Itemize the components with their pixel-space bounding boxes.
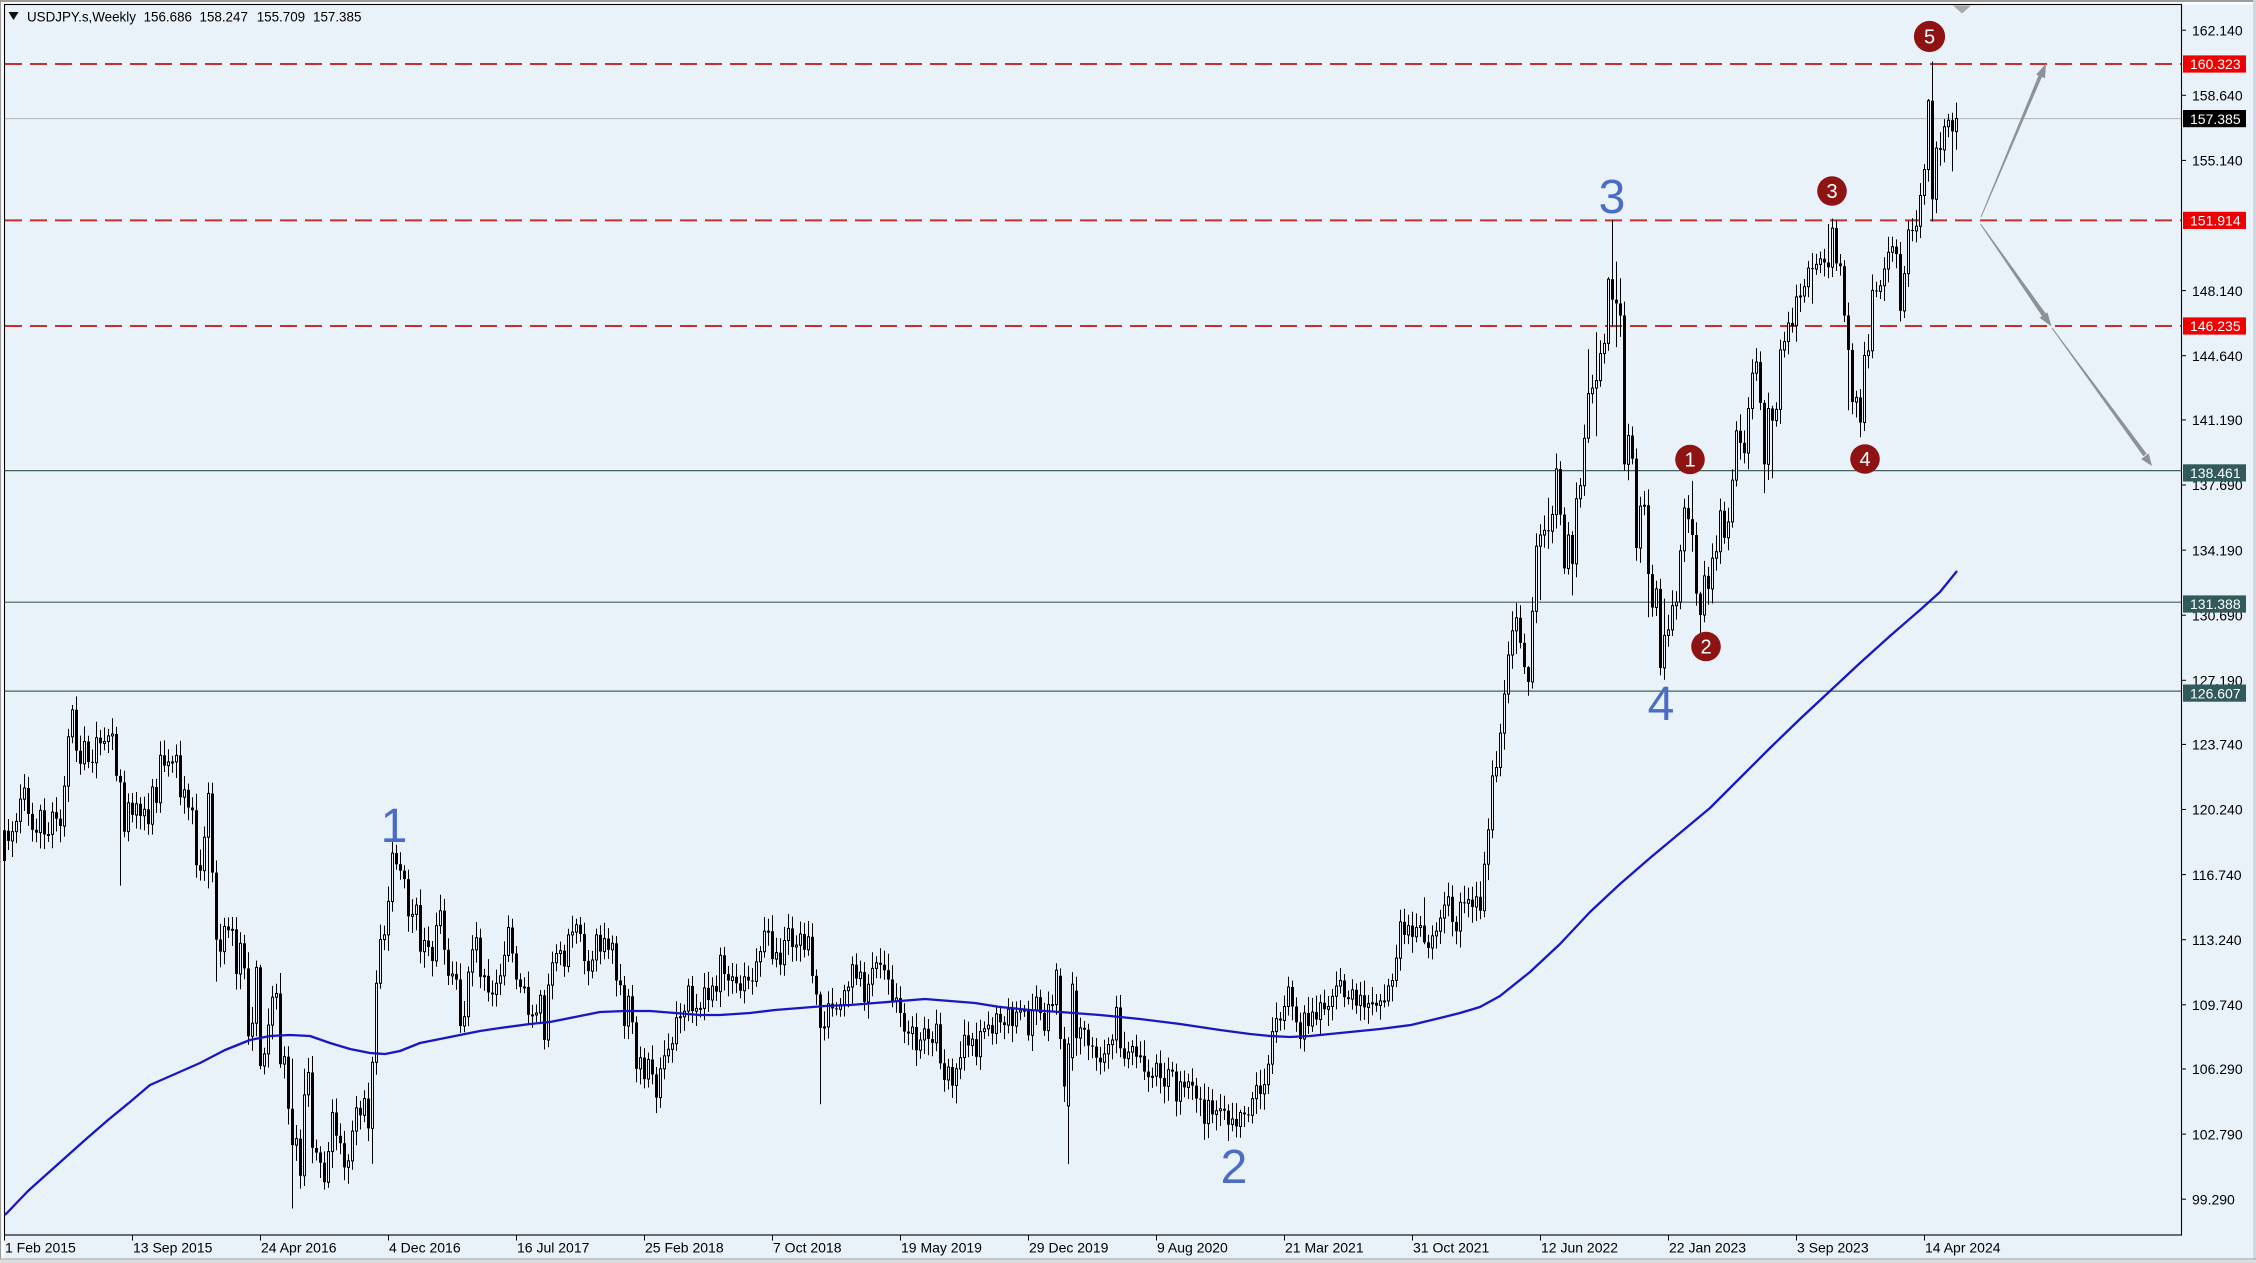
svg-text:131.388: 131.388 (2190, 596, 2241, 612)
svg-text:22 Jan 2023: 22 Jan 2023 (1669, 1240, 1746, 1256)
svg-text:25 Feb 2018: 25 Feb 2018 (645, 1240, 724, 1256)
svg-text:13 Sep 2015: 13 Sep 2015 (133, 1240, 213, 1256)
svg-text:141.190: 141.190 (2192, 412, 2243, 428)
svg-text:3 Sep 2023: 3 Sep 2023 (1797, 1240, 1869, 1256)
svg-text:155.709: 155.709 (257, 9, 305, 24)
svg-text:157.385: 157.385 (2190, 111, 2241, 127)
svg-text:1 Feb 2015: 1 Feb 2015 (5, 1240, 76, 1256)
svg-text:2: 2 (1221, 1141, 1248, 1194)
svg-text:19 May 2019: 19 May 2019 (901, 1240, 982, 1256)
svg-text:4 Dec 2016: 4 Dec 2016 (389, 1240, 461, 1256)
svg-text:155.140: 155.140 (2192, 153, 2243, 169)
svg-text:4: 4 (1859, 449, 1870, 471)
svg-text:126.607: 126.607 (2190, 685, 2241, 701)
svg-text:116.740: 116.740 (2192, 867, 2242, 883)
svg-text:7 Oct 2018: 7 Oct 2018 (773, 1240, 842, 1256)
svg-text:148.140: 148.140 (2192, 283, 2243, 299)
svg-text:123.740: 123.740 (2192, 737, 2243, 753)
svg-text:16 Jul 2017: 16 Jul 2017 (517, 1240, 590, 1256)
svg-text:138.461: 138.461 (2190, 465, 2241, 481)
svg-text:4: 4 (1648, 678, 1675, 731)
svg-text:9 Aug 2020: 9 Aug 2020 (1157, 1240, 1228, 1256)
svg-text:3: 3 (1599, 171, 1626, 224)
svg-text:12 Jun 2022: 12 Jun 2022 (1541, 1240, 1618, 1256)
svg-text:113.240: 113.240 (2192, 932, 2242, 948)
svg-text:158.640: 158.640 (2192, 88, 2243, 104)
svg-text:21 Mar 2021: 21 Mar 2021 (1285, 1240, 1364, 1256)
svg-text:162.140: 162.140 (2192, 22, 2243, 38)
svg-text:2: 2 (1700, 637, 1711, 659)
svg-text:29 Dec 2019: 29 Dec 2019 (1029, 1240, 1109, 1256)
svg-text:151.914: 151.914 (2190, 213, 2241, 229)
svg-text:14 Apr 2024: 14 Apr 2024 (1925, 1240, 2001, 1256)
svg-text:102.790: 102.790 (2192, 1126, 2243, 1142)
svg-text:156.686: 156.686 (144, 9, 192, 24)
svg-text:160.323: 160.323 (2190, 56, 2241, 72)
svg-text:134.190: 134.190 (2192, 542, 2243, 558)
svg-text:5: 5 (1924, 27, 1935, 49)
svg-text:157.385: 157.385 (313, 9, 361, 24)
svg-text:3: 3 (1826, 181, 1837, 203)
svg-text:31 Oct 2021: 31 Oct 2021 (1413, 1240, 1489, 1256)
svg-text:106.290: 106.290 (2192, 1061, 2243, 1077)
svg-text:144.640: 144.640 (2192, 348, 2243, 364)
svg-text:109.740: 109.740 (2192, 997, 2243, 1013)
svg-text:1: 1 (1684, 450, 1695, 472)
svg-text:158.247: 158.247 (200, 9, 248, 24)
svg-text:24 Apr 2016: 24 Apr 2016 (261, 1240, 337, 1256)
svg-text:99.290: 99.290 (2192, 1191, 2235, 1207)
svg-text:USDJPY.s,Weekly: USDJPY.s,Weekly (27, 9, 136, 24)
svg-text:146.235: 146.235 (2190, 318, 2241, 334)
svg-text:120.240: 120.240 (2192, 802, 2243, 818)
svg-text:1: 1 (381, 800, 408, 853)
